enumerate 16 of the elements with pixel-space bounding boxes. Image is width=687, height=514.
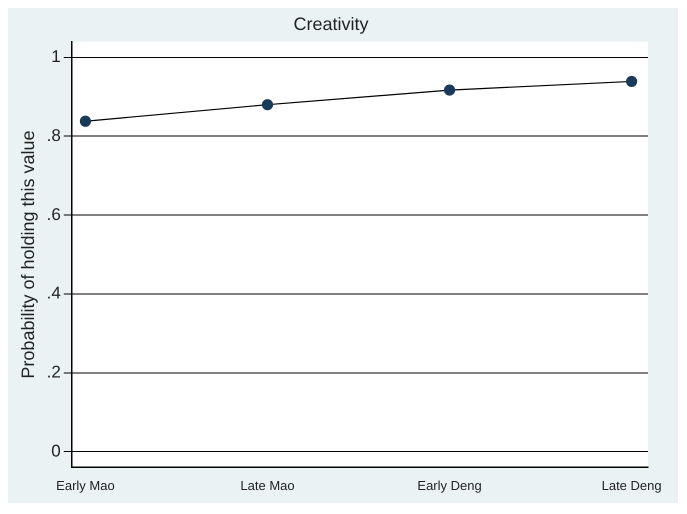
x-tick-label: Early Deng (417, 478, 482, 493)
y-tick-label: .2 (46, 362, 61, 382)
point (444, 84, 456, 96)
x-tick-label: Early Mao (56, 478, 115, 493)
y-tick-label: 1 (51, 47, 61, 66)
point (262, 99, 274, 110)
chart-title: Creativity (293, 14, 369, 34)
x-tick-label: Late Mao (240, 478, 295, 493)
point (626, 76, 638, 88)
y-tick-label: .6 (46, 204, 61, 224)
y-axis-title: Probability of holding this value (18, 130, 38, 379)
y-tick-label: 0 (51, 441, 61, 460)
point (80, 116, 92, 127)
y-tick-label: .8 (46, 126, 61, 145)
x-tick-label: Late Deng (602, 478, 662, 493)
y-tick-label: .4 (46, 284, 61, 303)
